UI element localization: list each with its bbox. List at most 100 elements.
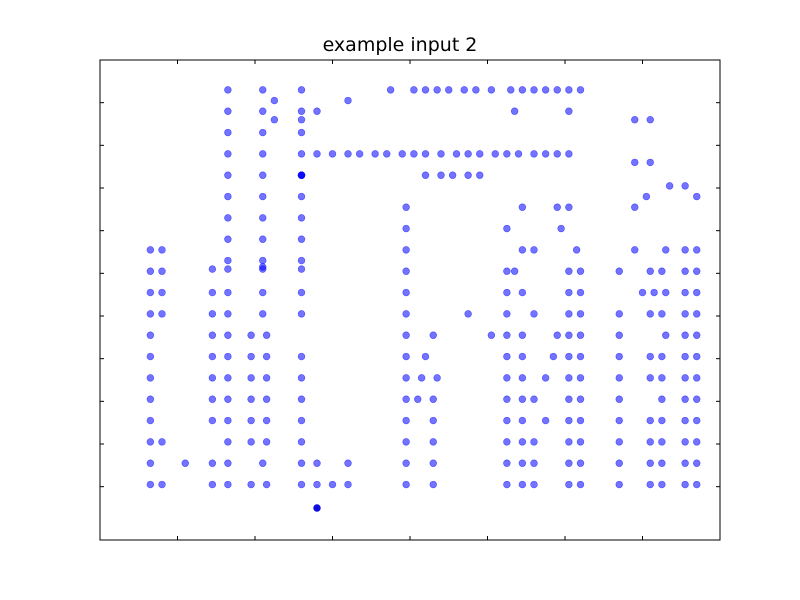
- data-point: [553, 331, 561, 339]
- data-point: [631, 246, 639, 254]
- data-point: [503, 224, 511, 233]
- data-point: [410, 86, 418, 94]
- data-point: [518, 395, 527, 403]
- data-point: [549, 352, 558, 361]
- data-point: [402, 395, 410, 403]
- data-point: [313, 459, 321, 467]
- data-point: [328, 150, 337, 158]
- data-point: [313, 107, 321, 115]
- data-point: [518, 86, 527, 94]
- data-point: [208, 288, 217, 297]
- data-point: [681, 182, 689, 190]
- data-point: [464, 150, 472, 158]
- data-point: [472, 86, 480, 94]
- data-point: [146, 374, 155, 382]
- data-point: [247, 480, 255, 489]
- data-point: [693, 459, 701, 467]
- data-point: [297, 86, 306, 94]
- data-point: [402, 224, 410, 233]
- data-point: [297, 128, 306, 137]
- data-point: [297, 416, 306, 425]
- data-point: [402, 267, 410, 275]
- data-point: [576, 288, 585, 297]
- data-point: [576, 86, 585, 94]
- data-point: [259, 256, 267, 265]
- data-point: [615, 480, 623, 489]
- data-point: [208, 331, 217, 339]
- data-point: [693, 374, 701, 382]
- data-point: [565, 352, 573, 361]
- data-point: [224, 171, 232, 179]
- data-point: [565, 459, 573, 467]
- data-point: [270, 116, 279, 124]
- data-point: [297, 352, 306, 361]
- data-point: [658, 374, 666, 382]
- data-point: [693, 480, 701, 489]
- data-point: [557, 224, 565, 233]
- data-point: [259, 107, 267, 115]
- data-point: [297, 288, 306, 297]
- data-point: [650, 288, 658, 297]
- data-point: [224, 480, 232, 489]
- data-point: [646, 438, 654, 446]
- data-point: [576, 331, 585, 339]
- data-point: [224, 192, 232, 201]
- data-point: [414, 395, 422, 403]
- data-point: [297, 310, 306, 318]
- data-point: [224, 265, 232, 273]
- data-point: [646, 267, 654, 275]
- data-point: [507, 86, 515, 94]
- data-point: [510, 107, 519, 115]
- data-point: [503, 480, 511, 489]
- data-point: [541, 416, 550, 425]
- data-point: [658, 267, 666, 275]
- data-point: [402, 352, 410, 361]
- data-point: [262, 480, 271, 489]
- data-point: [553, 203, 561, 211]
- data-point: [503, 310, 511, 318]
- data-point: [297, 171, 306, 179]
- data-point: [247, 395, 255, 403]
- data-point: [530, 150, 538, 158]
- data-point: [658, 416, 666, 425]
- data-point: [297, 256, 306, 265]
- data-point: [421, 86, 430, 94]
- data-point: [224, 214, 232, 222]
- data-point: [693, 192, 701, 201]
- data-point: [646, 352, 654, 361]
- data-point: [259, 214, 267, 222]
- data-point: [247, 352, 255, 361]
- data-point: [146, 310, 155, 318]
- data-point: [693, 288, 701, 297]
- data-point: [452, 150, 461, 158]
- data-point: [429, 395, 437, 403]
- data-point: [646, 116, 654, 124]
- data-point: [518, 246, 527, 254]
- data-point: [662, 246, 670, 254]
- data-point: [576, 395, 585, 403]
- data-point: [383, 150, 391, 158]
- data-point: [259, 150, 267, 158]
- data-point: [503, 331, 511, 339]
- data-point: [247, 416, 255, 425]
- data-point: [224, 86, 232, 94]
- data-point: [662, 331, 670, 339]
- data-point: [402, 310, 410, 318]
- data-point: [565, 480, 573, 489]
- data-point: [224, 374, 232, 382]
- data-point: [642, 192, 651, 201]
- data-point: [681, 459, 689, 467]
- data-point: [158, 267, 166, 275]
- data-point: [681, 288, 689, 297]
- data-point: [487, 331, 496, 339]
- data-point: [270, 96, 279, 105]
- data-point: [402, 374, 410, 382]
- data-point: [259, 86, 267, 94]
- data-point: [158, 246, 166, 254]
- data-point: [297, 459, 306, 467]
- data-point: [402, 480, 410, 489]
- data-point: [262, 374, 271, 382]
- data-point: [541, 86, 550, 94]
- data-point: [476, 171, 484, 179]
- data-point: [553, 86, 561, 94]
